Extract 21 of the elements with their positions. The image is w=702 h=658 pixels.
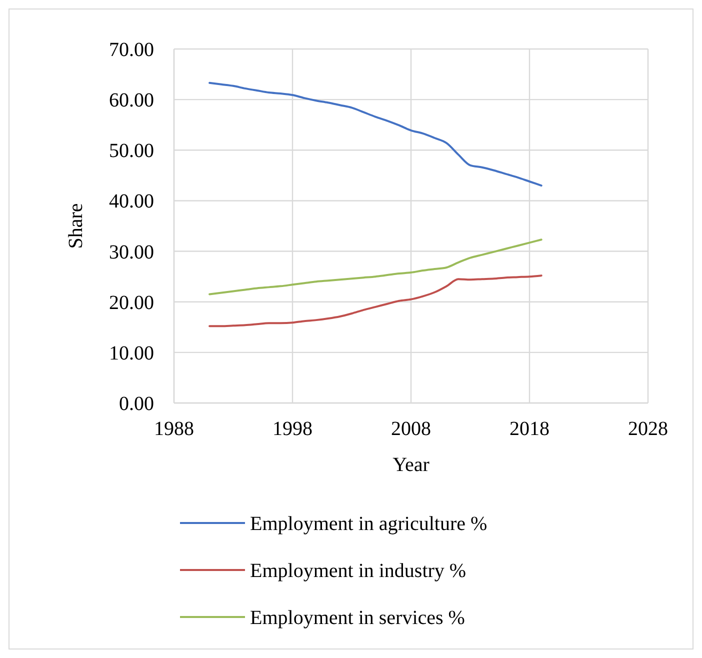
- y-tick-label: 60.00: [109, 90, 154, 112]
- y-tick-label: 20.00: [109, 292, 154, 314]
- legend-label: Employment in industry %: [250, 560, 466, 582]
- x-tick-label: 1988: [154, 418, 194, 440]
- line-series: [208, 274, 542, 328]
- x-tick-label: 1998: [272, 418, 312, 440]
- y-tick-label: 70.00: [109, 39, 154, 61]
- x-tick-label: 2028: [628, 418, 668, 440]
- y-tick-label: 30.00: [109, 241, 154, 264]
- y-tick-label: 10.00: [109, 342, 154, 364]
- y-tick-label: 0.00: [119, 393, 154, 415]
- legend-label: Employment in services %: [250, 607, 465, 629]
- x-axis-title: Year: [392, 454, 430, 476]
- x-tick-label: 2018: [510, 418, 550, 440]
- x-tick-label: 2008: [391, 418, 431, 440]
- line-series: [208, 238, 542, 296]
- y-tick-label: 50.00: [109, 140, 154, 162]
- line-series: [208, 82, 542, 187]
- y-tick-label: 40.00: [109, 190, 154, 213]
- legend-label: Employment in agriculture %: [250, 513, 488, 535]
- y-axis-title: Share: [65, 203, 87, 249]
